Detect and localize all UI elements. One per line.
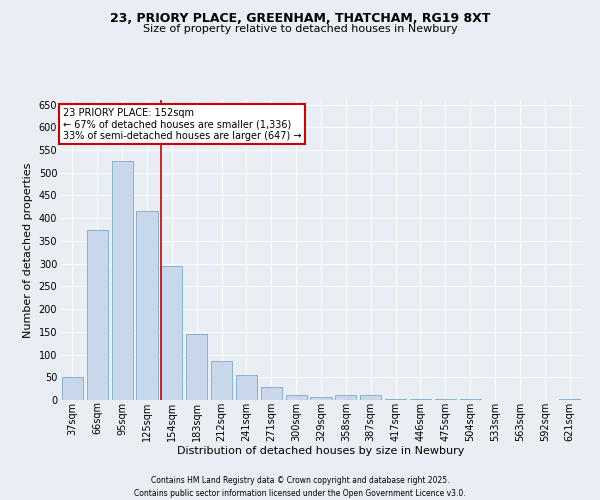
- Bar: [385, 399, 406, 400]
- Bar: [87, 230, 108, 400]
- X-axis label: Distribution of detached houses by size in Newbury: Distribution of detached houses by size …: [178, 446, 464, 456]
- Text: Contains HM Land Registry data © Crown copyright and database right 2025.
Contai: Contains HM Land Registry data © Crown c…: [134, 476, 466, 498]
- Bar: [211, 362, 232, 400]
- Bar: [360, 396, 381, 400]
- Bar: [435, 398, 456, 400]
- Bar: [335, 396, 356, 400]
- Bar: [136, 212, 158, 400]
- Bar: [261, 388, 282, 400]
- Bar: [310, 397, 332, 400]
- Bar: [62, 378, 83, 400]
- Text: 23 PRIORY PLACE: 152sqm
← 67% of detached houses are smaller (1,336)
33% of semi: 23 PRIORY PLACE: 152sqm ← 67% of detache…: [62, 108, 301, 140]
- Bar: [186, 334, 207, 400]
- Y-axis label: Number of detached properties: Number of detached properties: [23, 162, 33, 338]
- Text: Size of property relative to detached houses in Newbury: Size of property relative to detached ho…: [143, 24, 457, 34]
- Bar: [559, 399, 580, 400]
- Bar: [161, 266, 182, 400]
- Bar: [410, 399, 431, 400]
- Bar: [236, 375, 257, 400]
- Bar: [460, 399, 481, 400]
- Bar: [112, 162, 133, 400]
- Bar: [286, 396, 307, 400]
- Text: 23, PRIORY PLACE, GREENHAM, THATCHAM, RG19 8XT: 23, PRIORY PLACE, GREENHAM, THATCHAM, RG…: [110, 12, 490, 26]
